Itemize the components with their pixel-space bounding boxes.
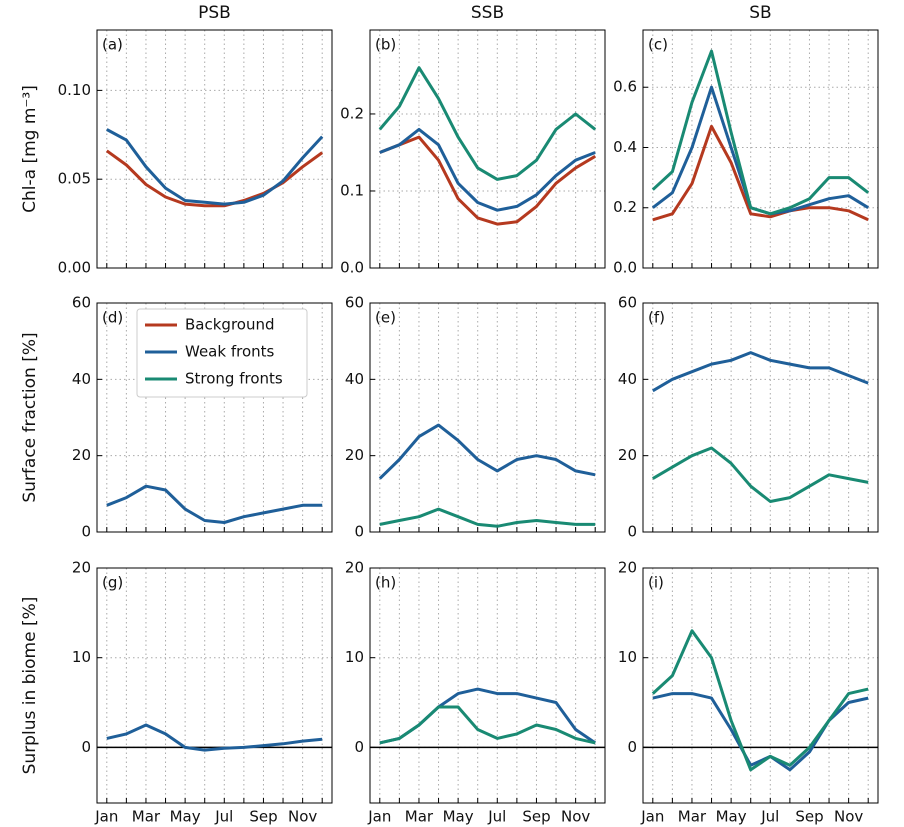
y-tick-label: 60 bbox=[72, 294, 91, 312]
legend-label: Strong fronts bbox=[185, 370, 283, 388]
y-tick-label: 20 bbox=[345, 446, 364, 464]
series-line bbox=[378, 423, 596, 480]
panel-label: (h) bbox=[375, 574, 396, 592]
x-tick-label: Mar bbox=[405, 808, 434, 826]
series-line bbox=[651, 629, 869, 772]
series-line bbox=[106, 723, 323, 752]
y-tick-label: 60 bbox=[345, 294, 364, 312]
x-tick-label: Mar bbox=[132, 808, 161, 826]
x-tick-label: Mar bbox=[678, 808, 707, 826]
y-tick-label: 0 bbox=[354, 523, 364, 541]
y-tick-label: 0.10 bbox=[58, 81, 91, 99]
y-tick-label: 0 bbox=[81, 523, 91, 541]
series-line bbox=[105, 149, 324, 208]
y-tick-label: 60 bbox=[618, 294, 637, 312]
y-tick-label: 0.1 bbox=[340, 181, 364, 199]
y-tick-label: 10 bbox=[618, 648, 637, 666]
series-line bbox=[378, 66, 597, 181]
panel-label: (a) bbox=[102, 36, 123, 54]
y-axis-label: Surplus in biome [%] bbox=[20, 597, 40, 775]
panel-label: (c) bbox=[648, 36, 668, 54]
panel-label: (b) bbox=[375, 36, 396, 54]
legend: Background Weak fronts Strong fronts bbox=[136, 308, 308, 398]
plot-frame bbox=[642, 302, 879, 533]
x-tick-label: Jul bbox=[760, 808, 779, 826]
series-line bbox=[379, 705, 596, 745]
x-tick-label: Nov bbox=[834, 808, 863, 826]
x-tick-label: Nov bbox=[561, 808, 590, 826]
y-tick-label: 20 bbox=[345, 559, 364, 577]
series-line bbox=[652, 692, 869, 772]
x-tick-label: Jul bbox=[214, 808, 233, 826]
y-tick-label: 20 bbox=[72, 446, 91, 464]
y-tick-label: 0.6 bbox=[613, 78, 637, 96]
panel-label: (g) bbox=[102, 574, 123, 592]
y-axis-label: Surface fraction [%] bbox=[20, 332, 40, 502]
plot-frame bbox=[642, 29, 879, 269]
y-tick-label: 0 bbox=[627, 523, 637, 541]
panel-label: (d) bbox=[102, 309, 123, 327]
y-tick-label: 0.05 bbox=[58, 170, 91, 188]
x-tick-label: Jan bbox=[640, 808, 664, 826]
y-tick-label: 0 bbox=[81, 738, 91, 756]
series-line bbox=[106, 484, 323, 524]
legend-label: Weak fronts bbox=[185, 343, 275, 361]
x-tick-label: Nov bbox=[288, 808, 317, 826]
y-tick-label: 0.0 bbox=[613, 259, 637, 277]
x-tick-label: May bbox=[170, 808, 201, 826]
x-tick-label: Jan bbox=[367, 808, 391, 826]
legend-label: Background bbox=[185, 316, 275, 334]
y-tick-label: 20 bbox=[618, 559, 637, 577]
column-title: PSB bbox=[198, 3, 231, 23]
series-line bbox=[652, 124, 869, 222]
y-tick-label: 10 bbox=[72, 648, 91, 666]
panel-label: (e) bbox=[375, 309, 396, 327]
x-tick-label: Jul bbox=[487, 808, 506, 826]
panel-label: (i) bbox=[648, 574, 664, 592]
y-axis-label: Chl-a [mg m⁻³] bbox=[20, 85, 40, 213]
column-title: SSB bbox=[471, 3, 504, 23]
plot-frame bbox=[96, 29, 333, 269]
plot-frame bbox=[642, 567, 879, 804]
x-tick-label: May bbox=[443, 808, 474, 826]
x-tick-label: Sep bbox=[522, 808, 550, 826]
panel-label: (f) bbox=[648, 309, 665, 327]
series-line bbox=[379, 135, 596, 226]
column-title: SB bbox=[749, 3, 771, 23]
plot-frame bbox=[369, 567, 606, 804]
y-tick-label: 0.0 bbox=[340, 259, 364, 277]
series-line bbox=[379, 127, 596, 212]
x-tick-label: Sep bbox=[249, 808, 277, 826]
y-tick-label: 0 bbox=[627, 738, 637, 756]
y-tick-label: 0.2 bbox=[613, 198, 637, 216]
plot-frame bbox=[96, 302, 333, 533]
y-tick-label: 40 bbox=[618, 370, 637, 388]
series-line bbox=[652, 446, 869, 503]
x-tick-label: Jan bbox=[94, 808, 118, 826]
y-tick-label: 20 bbox=[72, 559, 91, 577]
series-line bbox=[652, 351, 869, 393]
series-line bbox=[651, 49, 870, 216]
y-tick-label: 0.4 bbox=[613, 138, 637, 156]
y-tick-label: 0.2 bbox=[340, 104, 364, 122]
plot-frame bbox=[369, 29, 606, 269]
x-tick-label: May bbox=[716, 808, 747, 826]
x-tick-label: Sep bbox=[795, 808, 823, 826]
plot-frame bbox=[369, 302, 606, 533]
y-tick-label: 0 bbox=[354, 738, 364, 756]
series-line bbox=[379, 507, 596, 528]
series-line bbox=[106, 128, 324, 206]
y-tick-label: 10 bbox=[345, 648, 364, 666]
y-tick-label: 40 bbox=[72, 370, 91, 388]
y-tick-label: 0.00 bbox=[58, 259, 91, 277]
y-tick-label: 20 bbox=[618, 446, 637, 464]
legend-box bbox=[136, 308, 308, 398]
plot-frame bbox=[96, 567, 333, 804]
y-tick-label: 40 bbox=[345, 370, 364, 388]
